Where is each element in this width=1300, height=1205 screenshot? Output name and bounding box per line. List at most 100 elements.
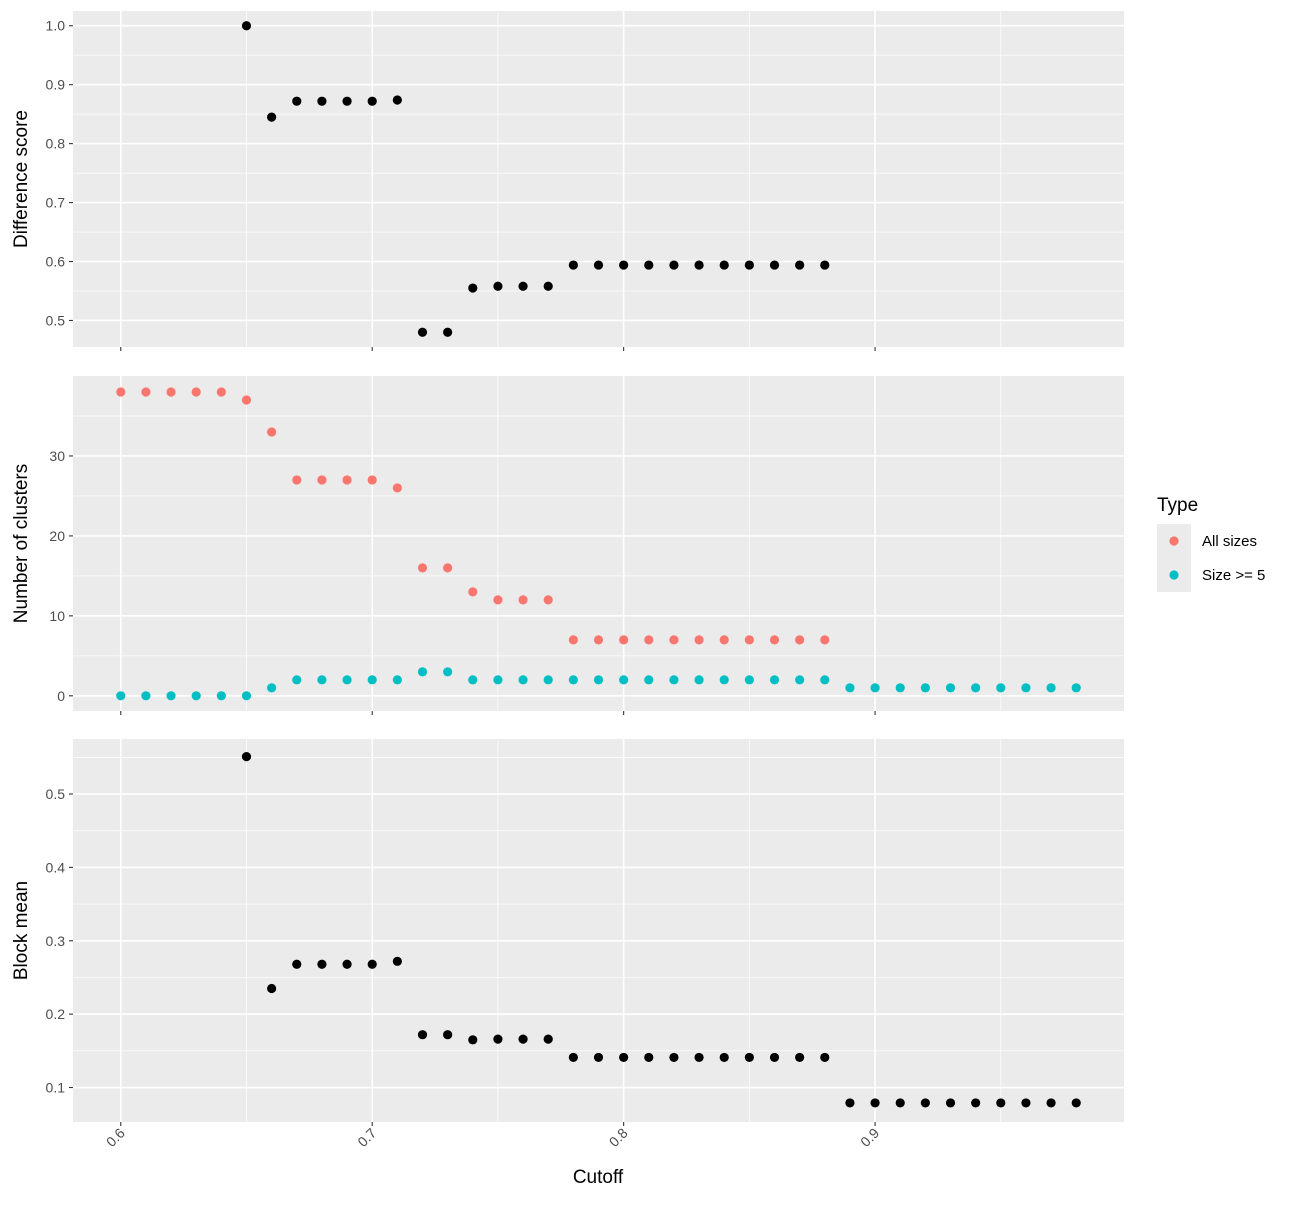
- data-point: [342, 475, 352, 485]
- data-point: [216, 691, 226, 701]
- data-point: [543, 281, 553, 291]
- data-point: [719, 635, 729, 645]
- data-point: [443, 667, 453, 677]
- data-point: [669, 675, 679, 685]
- data-point: [795, 675, 805, 685]
- data-point: [367, 675, 377, 685]
- data-point: [795, 1052, 805, 1063]
- data-point: [417, 327, 428, 337]
- data-point: [971, 683, 981, 693]
- data-point: [870, 1098, 880, 1108]
- x-axis-title: Cutoff: [573, 1167, 624, 1188]
- data-point: [568, 635, 578, 645]
- data-point: [769, 675, 780, 685]
- data-point: [543, 595, 553, 605]
- data-point: [543, 1034, 553, 1044]
- y-tick-label: 0.4: [46, 859, 66, 875]
- y-tick-label: 0.3: [46, 933, 66, 949]
- data-point: [619, 675, 629, 685]
- x-tick-label: 0.6: [103, 1125, 128, 1150]
- data-point: [719, 675, 729, 685]
- data-point: [669, 1052, 679, 1063]
- data-point: [568, 675, 578, 685]
- y-tick-label: 20: [49, 528, 65, 544]
- data-point: [116, 387, 126, 397]
- data-point: [895, 1098, 905, 1108]
- y-tick-label: 10: [49, 608, 65, 624]
- data-point: [342, 959, 352, 969]
- data-point: [1021, 683, 1031, 693]
- y-axis-title: Block mean: [11, 881, 32, 980]
- data-point: [267, 112, 277, 122]
- data-point: [1071, 683, 1081, 693]
- data-point: [945, 683, 956, 693]
- data-point: [216, 387, 226, 397]
- data-point: [820, 675, 830, 685]
- data-point: [317, 475, 327, 485]
- data-point: [518, 595, 528, 605]
- y-tick-label: 0.7: [46, 195, 66, 211]
- data-point: [468, 587, 478, 597]
- data-point: [719, 260, 729, 270]
- data-point: [996, 683, 1006, 693]
- data-point: [644, 635, 654, 645]
- data-point: [191, 387, 201, 397]
- data-point: [493, 1034, 503, 1044]
- data-point: [543, 675, 553, 685]
- data-point: [920, 683, 930, 693]
- y-tick-label: 0.1: [46, 1080, 66, 1096]
- data-point: [392, 483, 402, 493]
- data-point: [593, 1052, 604, 1063]
- y-tick-label: 0.5: [46, 786, 66, 802]
- data-point: [417, 563, 428, 573]
- data-point: [694, 1052, 704, 1063]
- y-tick-label: 0.5: [46, 312, 66, 328]
- legend-marker: [1169, 570, 1179, 580]
- data-point: [468, 675, 478, 685]
- data-point: [166, 691, 176, 701]
- legend-label: Size >= 5: [1202, 567, 1265, 584]
- y-tick-label: 0.9: [46, 77, 66, 93]
- data-point: [417, 1030, 428, 1040]
- data-point: [468, 283, 478, 293]
- data-point: [644, 675, 654, 685]
- data-point: [1046, 683, 1056, 693]
- data-point: [267, 427, 277, 437]
- data-point: [593, 635, 604, 645]
- data-point: [292, 96, 302, 106]
- data-point: [769, 635, 780, 645]
- data-point: [518, 675, 528, 685]
- data-point: [367, 959, 377, 969]
- data-point: [518, 281, 528, 291]
- data-point: [920, 1098, 930, 1108]
- data-point: [769, 260, 780, 270]
- data-point: [971, 1098, 981, 1108]
- data-point: [191, 691, 201, 701]
- data-point: [392, 95, 402, 105]
- y-axis-title: Number of clusters: [11, 464, 32, 623]
- data-point: [392, 675, 402, 685]
- data-point: [241, 752, 252, 762]
- data-point: [744, 635, 754, 645]
- data-point: [945, 1098, 956, 1108]
- data-point: [141, 387, 151, 397]
- data-point: [744, 675, 754, 685]
- data-point: [845, 683, 855, 693]
- panel-background: [73, 376, 1124, 711]
- data-point: [1021, 1098, 1031, 1108]
- data-point: [895, 683, 905, 693]
- data-point: [493, 281, 503, 291]
- data-point: [443, 327, 453, 337]
- data-point: [669, 260, 679, 270]
- data-point: [443, 1030, 453, 1040]
- data-point: [267, 983, 277, 994]
- data-point: [241, 691, 252, 701]
- data-point: [568, 260, 578, 270]
- data-point: [493, 675, 503, 685]
- x-tick-label: 0.9: [857, 1125, 882, 1150]
- data-point: [342, 675, 352, 685]
- panel-background: [73, 739, 1124, 1122]
- data-point: [619, 1052, 629, 1063]
